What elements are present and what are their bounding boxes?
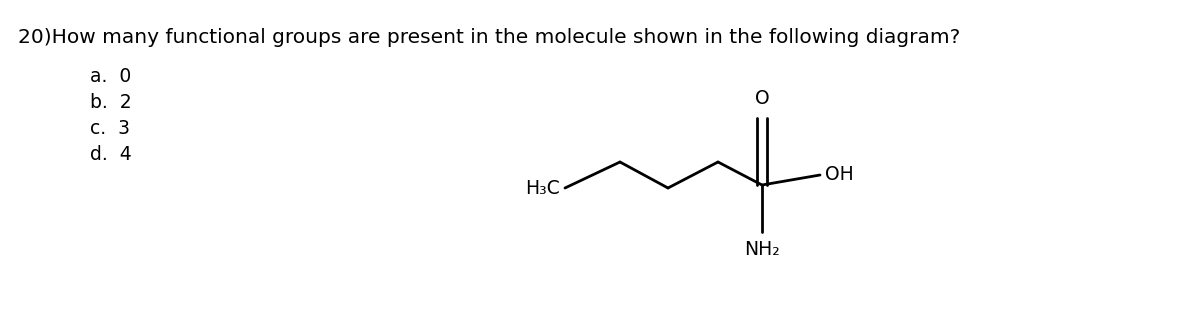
Text: d.  4: d. 4 bbox=[90, 145, 132, 164]
Text: 20)How many functional groups are present in the molecule shown in the following: 20)How many functional groups are presen… bbox=[18, 28, 960, 47]
Text: a.  0: a. 0 bbox=[90, 67, 131, 86]
Text: H₃C: H₃C bbox=[526, 178, 560, 198]
Text: c.  3: c. 3 bbox=[90, 119, 130, 138]
Text: b.  2: b. 2 bbox=[90, 93, 132, 112]
Text: NH₂: NH₂ bbox=[744, 240, 780, 259]
Text: OH: OH bbox=[826, 166, 853, 184]
Text: O: O bbox=[755, 89, 769, 108]
